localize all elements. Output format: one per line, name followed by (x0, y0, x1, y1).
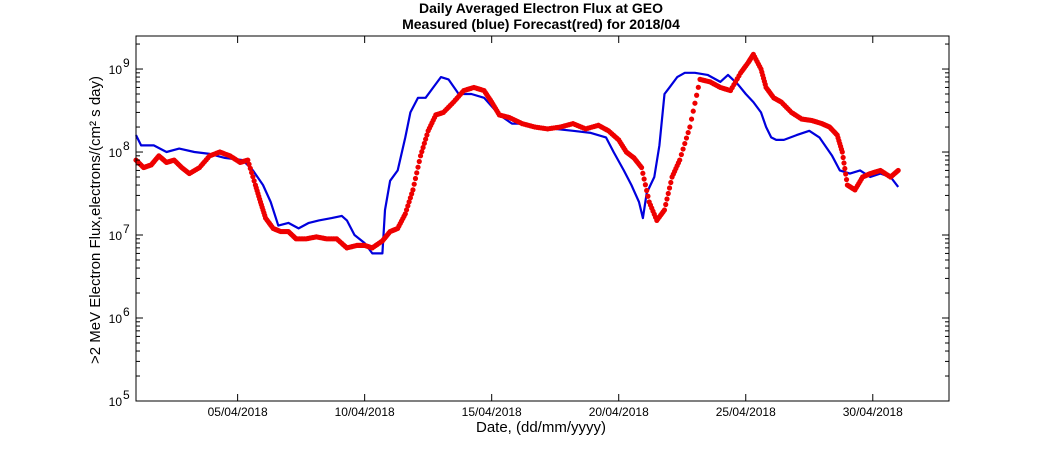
forecast-point (682, 140, 688, 147)
forecast-point (665, 190, 671, 197)
y-tick-label: 10 (109, 312, 123, 326)
axis-layer: 05/04/2018 10/04/2018 15/04/2018 20/04/2018… (109, 36, 949, 419)
forecast-point (695, 84, 701, 90)
forecast-point (842, 165, 848, 172)
y-axis-label: >2 MeV Electron Flux,electrons/(cm² s da… (87, 76, 104, 364)
forecast-point (668, 179, 674, 186)
y-tick-label: 10 (109, 63, 123, 77)
y-tick-label-exponent: 6 (123, 305, 130, 319)
forecast-point (666, 185, 673, 191)
forecast-point (664, 196, 670, 202)
forecast-point (839, 149, 845, 155)
forecast-point (251, 178, 257, 184)
forecast-point (677, 157, 683, 163)
forecast-point (421, 140, 427, 146)
x-tick-label: 05/04/2018 (208, 405, 268, 419)
forecast-point (680, 146, 686, 152)
forecast-point (841, 160, 847, 166)
forecast-point (683, 135, 690, 141)
forecast-point (690, 108, 696, 114)
forecast-point (411, 181, 417, 187)
forecast-point (417, 153, 424, 159)
forecast-point (687, 124, 693, 130)
y-tick-label: 10 (109, 146, 123, 160)
forecast-point (250, 174, 256, 180)
y-tick-label-exponent: 5 (123, 388, 130, 402)
forecast-point (415, 164, 421, 170)
forecast-point (406, 199, 412, 205)
forecast-point (423, 136, 429, 142)
y-tick-label-exponent: 9 (123, 56, 130, 70)
forecast-point (412, 175, 419, 182)
chart-title: Daily Averaged Electron Flux at GEO (419, 0, 663, 16)
series-forecast (133, 51, 901, 251)
forecast-point (246, 161, 252, 167)
y-tick-label-exponent: 7 (123, 222, 130, 236)
x-tick-label: 15/04/2018 (462, 405, 522, 419)
forecast-point (424, 132, 430, 138)
forecast-point (409, 191, 415, 197)
x-tick-label: 20/04/2018 (589, 405, 649, 419)
forecast-point (248, 169, 255, 176)
y-tick-label-exponent: 8 (123, 139, 130, 153)
forecast-point (641, 176, 647, 182)
forecast-point (420, 144, 426, 151)
forecast-point (678, 151, 684, 158)
x-tick-label: 10/04/2018 (335, 405, 395, 419)
forecast-point (840, 154, 846, 161)
forecast-point (661, 207, 668, 213)
forecast-point (402, 211, 408, 217)
y-tick-label: 10 (109, 395, 123, 409)
forecast-point (414, 170, 420, 176)
forecast-point (685, 129, 691, 136)
forecast-point (640, 170, 646, 176)
x-axis-label: Date, (dd/mm/yyyy) (476, 419, 606, 436)
forecast-point (843, 171, 849, 177)
plot-frame (135, 35, 950, 402)
forecast-point (644, 187, 650, 194)
forecast-point (419, 149, 425, 155)
forecast-point (895, 167, 901, 174)
forecast-point (245, 157, 251, 163)
x-tick-label: 25/04/2018 (716, 405, 776, 419)
forecast-point (642, 182, 648, 188)
forecast-point (403, 207, 410, 213)
y-tick-label: 10 (109, 229, 123, 243)
forecast-point (692, 100, 698, 106)
forecast-point (247, 165, 253, 171)
forecast-point (638, 164, 645, 171)
forecast-point (645, 193, 651, 199)
forecast-point (416, 158, 422, 165)
forecast-point (407, 195, 413, 201)
series-layer (133, 51, 901, 255)
x-tick-label: 30/04/2018 (843, 405, 903, 419)
forecast-point (843, 176, 850, 183)
forecast-point (410, 187, 416, 193)
forecast-point (688, 116, 695, 122)
forecast-point (694, 92, 700, 98)
forecast-point (663, 201, 669, 208)
chart-subtitle: Measured (blue) Forecast(red) for 2018/0… (402, 16, 680, 32)
forecast-point (405, 203, 411, 209)
